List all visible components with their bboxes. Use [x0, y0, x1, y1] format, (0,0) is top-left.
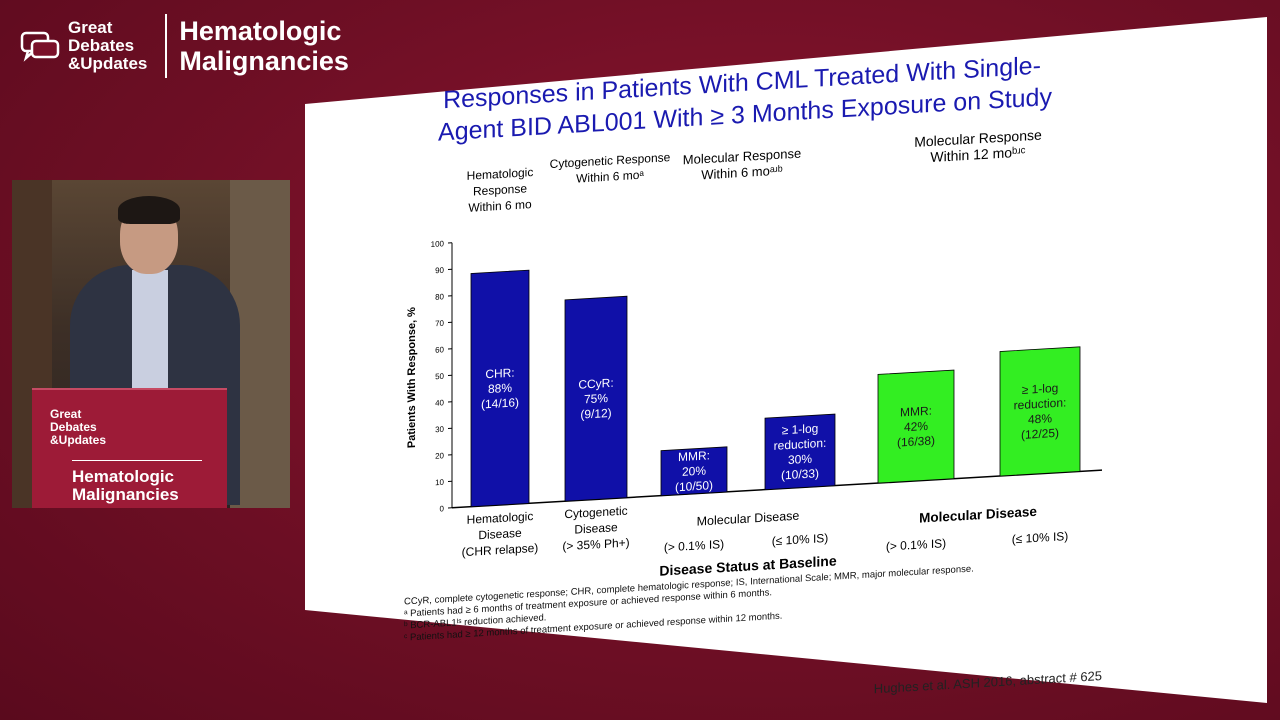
bar — [470, 269, 530, 508]
bar-data-label: (14/16) — [481, 395, 519, 411]
podium-logo: Great Debates &Updates — [50, 408, 106, 447]
bar-data-label: reduction: — [774, 436, 827, 453]
x-category-label: Hematologic — [467, 509, 534, 527]
y-tick-label: 20 — [435, 451, 444, 461]
speaker-shirt — [132, 270, 168, 390]
group-header-line: Within 6 moᵃ — [576, 168, 644, 186]
bar-data-label: ≥ 1-log — [1022, 381, 1059, 397]
y-tick-label: 10 — [435, 478, 444, 488]
y-tick-label: 30 — [435, 425, 444, 435]
x-category-label: (≤ 10% IS) — [772, 531, 829, 548]
brand-logo-line: Great — [68, 18, 113, 37]
brand-header: Great Debates &Updates Hematologic Malig… — [20, 14, 349, 78]
y-tick-label: 50 — [435, 372, 444, 382]
x-category-label: (> 0.1% IS) — [886, 536, 946, 553]
x-group-label: Molecular Disease — [697, 509, 800, 529]
x-category-label: Disease — [574, 520, 618, 537]
podium-logo-line: Great — [50, 407, 82, 421]
bar-data-label: ≥ 1-log — [782, 421, 819, 437]
y-tick-label: 90 — [435, 266, 444, 276]
podium: Great Debates &Updates Hematologic Malig… — [32, 388, 227, 508]
brand-title-line: Malignancies — [179, 46, 349, 76]
podium-title-line: Hematologic — [72, 467, 175, 486]
podium-logo-line: Debates — [50, 420, 97, 434]
podium-divider — [72, 460, 202, 461]
bar-data-label: CCyR: — [578, 376, 613, 392]
x-category-label: (> 0.1% IS) — [664, 537, 724, 554]
group-header-line: Within 6 mo — [468, 197, 532, 215]
brand-logo-line: Debates — [68, 36, 135, 55]
x-category-label: (CHR relapse) — [462, 541, 539, 559]
brand-title: Hematologic Malignancies — [179, 16, 349, 76]
x-category-label: (≤ 10% IS) — [1012, 529, 1069, 546]
brand-title-line: Hematologic — [179, 16, 342, 46]
curtain-right — [230, 180, 290, 508]
speaker-video: Great Debates &Updates Hematologic Malig… — [12, 180, 290, 508]
group-header-line: Molecular Response — [683, 146, 801, 168]
podium-title-line: Malignancies — [72, 485, 179, 504]
x-category-label: (> 35% Ph+) — [562, 535, 629, 553]
bar-data-label: CHR: — [485, 366, 514, 382]
bar — [999, 346, 1081, 477]
bar-data-label: 20% — [682, 464, 706, 479]
group-header-line: Within 12 moᵇʴᶜ — [930, 144, 1025, 166]
bar-data-label: 88% — [488, 381, 512, 396]
y-tick-label: 70 — [435, 319, 444, 329]
brand-logo-line: &Updates — [68, 54, 148, 73]
bar-data-label: MMR: — [900, 404, 932, 420]
x-category-label: Cytogenetic — [564, 504, 627, 522]
bar-data-label: 75% — [584, 391, 608, 406]
bar-data-label: reduction: — [1014, 395, 1067, 412]
y-tick-label: 100 — [431, 239, 445, 249]
speaker-hair — [118, 196, 180, 224]
y-tick-label: 0 — [440, 504, 445, 513]
group-header-line: Response — [473, 181, 527, 198]
brand-divider — [165, 14, 168, 78]
bar-data-label: (9/12) — [580, 406, 611, 422]
y-axis-label: Patients With Response, % — [406, 307, 418, 449]
chat-bubbles-icon — [20, 30, 60, 62]
group-header-line: Molecular Response — [914, 127, 1042, 150]
x-group-label: Molecular Disease — [919, 504, 1037, 526]
x-category-label: Disease — [478, 526, 522, 543]
bar-data-label: (10/33) — [781, 466, 819, 482]
bar — [660, 446, 728, 497]
brand-logo-text: Great Debates &Updates — [68, 19, 147, 73]
bar-data-label: (12/25) — [1021, 426, 1059, 442]
bar-data-label: 42% — [904, 419, 928, 434]
podium-logo-line: &Updates — [50, 433, 107, 447]
group-header-line: Within 6 moᵃʴᵇ — [701, 163, 783, 183]
bar-data-label: 48% — [1028, 411, 1052, 426]
slide-background — [305, 17, 1267, 703]
y-tick-label: 80 — [435, 292, 444, 302]
y-tick-label: 60 — [435, 345, 444, 355]
bar — [564, 295, 628, 502]
bar-data-label: (10/50) — [675, 478, 713, 494]
bar-data-label: MMR: — [678, 448, 710, 464]
bar-data-label: 30% — [788, 452, 812, 467]
y-tick-label: 40 — [435, 398, 444, 408]
podium-title: Hematologic Malignancies — [72, 468, 179, 504]
bar — [877, 369, 955, 484]
group-header-line: Hematologic — [467, 165, 534, 183]
bar — [764, 413, 836, 491]
bar-chart: 0 10 20 30 40 50 60 70 80 90 100 Patients With Resp… — [406, 239, 1102, 579]
bar-data-label: (16/38) — [897, 433, 935, 449]
